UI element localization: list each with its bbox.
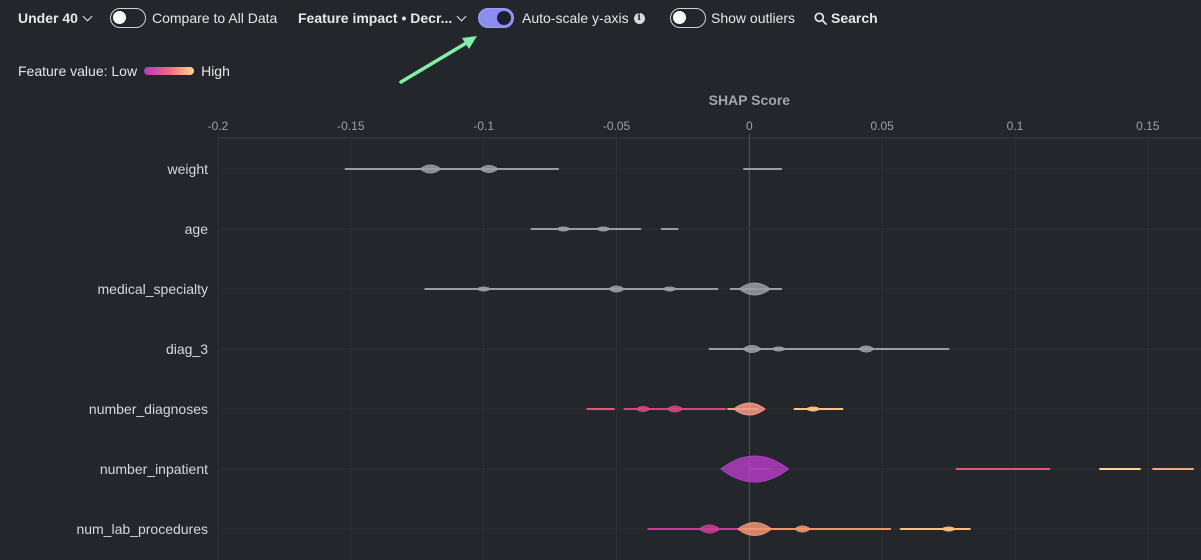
violin-body: [479, 165, 499, 173]
feature-label: number_inpatient: [100, 461, 208, 477]
violin-body: [666, 405, 684, 413]
violin-body: [857, 345, 875, 353]
feature-label: age: [185, 221, 209, 237]
x-tick-label: -0.2: [208, 119, 229, 133]
x-tick-label: 0.15: [1136, 119, 1160, 133]
compare-label: Compare to All Data: [152, 10, 278, 26]
feature-label: num_lab_procedures: [76, 521, 208, 537]
violin-body: [793, 525, 812, 533]
violin-body: [770, 346, 787, 352]
axis-title: SHAP Score: [709, 92, 791, 108]
x-tick-label: -0.05: [603, 119, 631, 133]
violin-body: [595, 226, 612, 232]
violin-body: [736, 522, 773, 536]
outliers-toggle[interactable]: [670, 8, 706, 28]
outliers-label: Show outliers: [711, 10, 796, 26]
autoscale-toggle[interactable]: [478, 8, 514, 28]
annotation-arrow-shaft: [399, 40, 470, 84]
compare-toggle[interactable]: [110, 8, 146, 28]
violin-body: [635, 406, 651, 412]
search-label: Search: [831, 10, 878, 26]
sort-label: Feature impact • Decr...: [298, 10, 453, 26]
violin-body: [419, 164, 442, 174]
violin-body: [555, 226, 572, 232]
legend-low-label: Feature value: Low: [18, 63, 138, 79]
x-tick-label: -0.1: [473, 119, 494, 133]
x-tick-label: 0.05: [871, 119, 895, 133]
feature-label: number_diagnoses: [89, 401, 208, 417]
violin-body: [738, 282, 772, 296]
search-icon: [814, 11, 827, 25]
violin-body: [475, 286, 492, 292]
sort-dropdown[interactable]: Feature impact • Decr...: [298, 8, 467, 28]
subgroup-filter-dropdown[interactable]: Under 40: [18, 8, 93, 28]
subgroup-filter-label: Under 40: [18, 10, 78, 26]
feature-label: diag_3: [166, 341, 208, 357]
x-tick-label: 0: [746, 119, 753, 133]
violin-body: [732, 402, 766, 416]
info-icon[interactable]: i: [633, 12, 645, 24]
annotation-arrowhead: [462, 36, 477, 49]
legend-high-label: High: [201, 63, 230, 79]
violin-body: [607, 285, 626, 293]
autoscale-control: Auto-scale y-axis i: [522, 8, 645, 28]
x-tick-label: -0.15: [337, 119, 365, 133]
feature-label: weight: [167, 161, 209, 177]
violin-body: [940, 526, 957, 532]
toolbar: Under 40 Compare to All Data Feature imp…: [0, 0, 1201, 36]
toggle-knob: [113, 11, 126, 24]
x-tick-label: 0.1: [1007, 119, 1024, 133]
legend-gradient: [144, 67, 195, 75]
toggle-knob: [673, 11, 686, 24]
violin-body: [805, 406, 822, 412]
violin-body: [720, 455, 790, 483]
toggle-knob: [497, 10, 511, 25]
autoscale-label: Auto-scale y-axis: [522, 10, 629, 26]
feature-label: medical_specialty: [98, 281, 209, 297]
violin-body: [661, 286, 678, 292]
feature-value-legend: Feature value: Low High: [18, 62, 230, 80]
violin-body: [698, 524, 721, 534]
violin-body: [742, 345, 762, 353]
search-button[interactable]: Search: [814, 8, 878, 28]
